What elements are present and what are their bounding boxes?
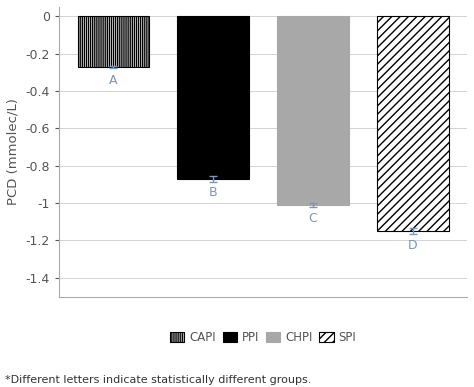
Legend: CAPI, PPI, CHPI, SPI: CAPI, PPI, CHPI, SPI xyxy=(170,331,356,344)
Bar xyxy=(277,16,349,205)
Text: B: B xyxy=(209,186,218,199)
Bar xyxy=(177,16,249,179)
Bar xyxy=(377,16,448,231)
Text: C: C xyxy=(309,212,317,226)
Text: D: D xyxy=(408,239,418,252)
Bar xyxy=(78,16,149,67)
Y-axis label: PCD (mmolec/L): PCD (mmolec/L) xyxy=(7,98,20,205)
Text: A: A xyxy=(109,74,118,87)
Text: *Different letters indicate statistically different groups.: *Different letters indicate statisticall… xyxy=(5,375,311,385)
